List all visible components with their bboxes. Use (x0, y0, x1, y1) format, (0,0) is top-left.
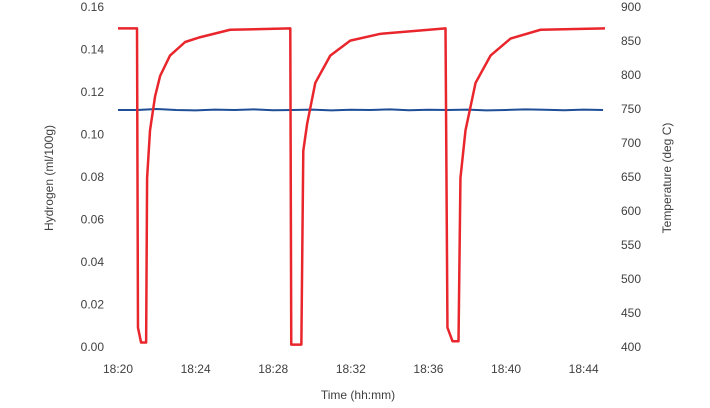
x-tick-label: 18:36 (413, 362, 443, 376)
y-tick-label: 0.00 (81, 340, 105, 354)
y2-tick-label: 800 (621, 68, 641, 82)
y2-tick-label: 500 (621, 272, 641, 286)
y-tick-label: 0.10 (81, 128, 105, 142)
y-tick-label: 0.04 (81, 255, 105, 269)
x-tick-label: 18:40 (491, 362, 521, 376)
x-tick-label: 18:24 (181, 362, 211, 376)
x-tick-label: 18:20 (103, 362, 133, 376)
x-tick-label: 18:32 (336, 362, 366, 376)
y-tick-label: 0.06 (81, 213, 105, 227)
y-tick-label: 0.12 (81, 85, 105, 99)
y-axis-title: Hydrogen (ml/100g) (42, 125, 56, 231)
y2-tick-label: 850 (621, 34, 641, 48)
series-line (118, 107, 604, 112)
y-tick-label: 0.16 (81, 0, 105, 14)
y2-tick-label: 900 (621, 0, 641, 14)
y2-tick-label: 700 (621, 136, 641, 150)
y-tick-label: 0.14 (81, 43, 105, 57)
y-tick-label: 0.02 (81, 298, 105, 312)
y2-tick-label: 600 (621, 204, 641, 218)
y2-tick-label: 750 (621, 102, 641, 116)
x-tick-label: 18:44 (569, 362, 599, 376)
y2-tick-label: 400 (621, 340, 641, 354)
y2-tick-label: 650 (621, 170, 641, 184)
y2-tick-label: 450 (621, 306, 641, 320)
x-tick-label: 18:28 (258, 362, 288, 376)
y-tick-label: 0.08 (81, 170, 105, 184)
x-axis-title: Time (hh:mm) (321, 388, 395, 402)
y2-axis-title: Temperature (deg C) (660, 123, 674, 234)
y2-tick-label: 550 (621, 238, 641, 252)
series-line (118, 27, 606, 346)
